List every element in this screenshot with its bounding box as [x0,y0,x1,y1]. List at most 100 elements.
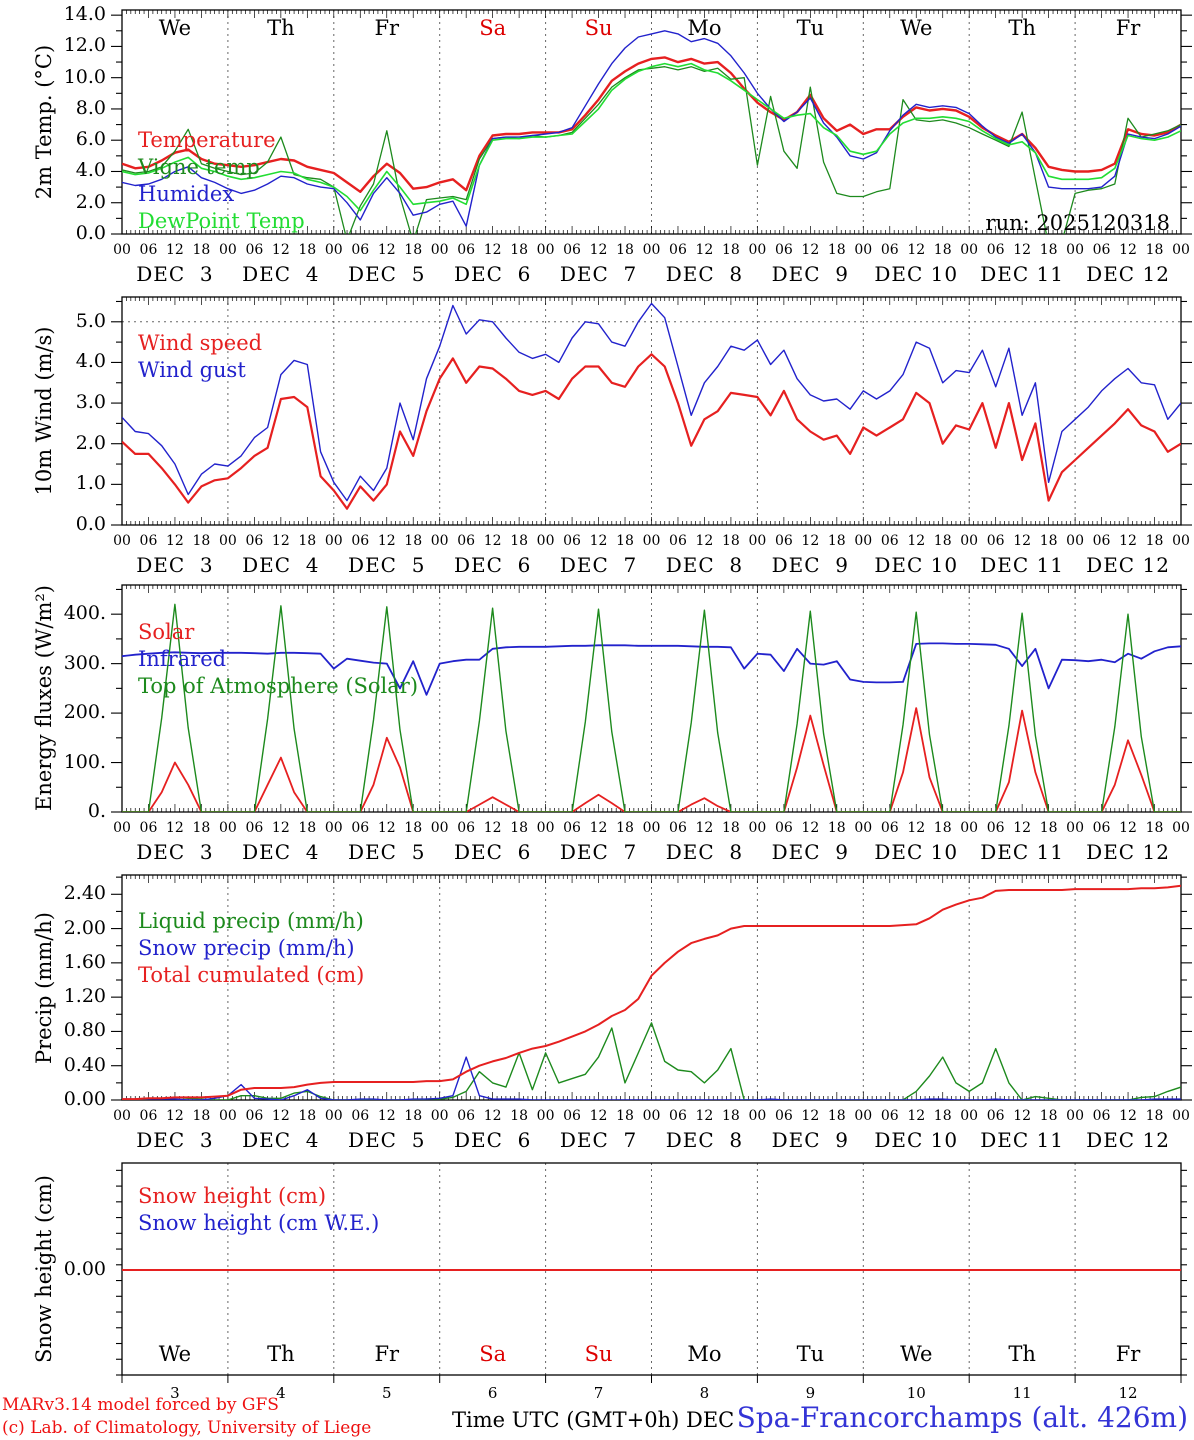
weekday-label: We [158,1342,192,1366]
hour-label: 12 [1119,242,1137,258]
hour-label: 00 [536,820,555,836]
series-liquid-precip [122,1022,1181,1100]
hour-label: 12 [907,533,926,549]
hour-label: 00 [854,820,873,836]
hour-label: 00 [1172,1108,1190,1124]
hour-label: 18 [192,242,211,258]
hour-label: 00 [642,820,661,836]
hour-label: 00 [854,242,873,258]
hour-label: 00 [113,533,131,549]
date-label: DEC 9 [771,840,850,864]
weekday-label: Mo [687,1342,722,1366]
hour-label: 00 [324,1108,343,1124]
hour-label: 00 [854,533,873,549]
hour-label: 00 [642,242,661,258]
weekday-label: We [900,1342,933,1366]
hour-label: 00 [854,1108,873,1124]
legend-item-vigne-temp: Vigne temp [138,155,260,179]
weekday-label: Mo [687,16,722,40]
hour-label: 18 [298,242,317,258]
hour-label: 12 [695,242,714,258]
hour-label: 18 [298,533,317,549]
hour-label: 06 [774,820,793,836]
hour-label: 18 [722,533,740,549]
panel-frame-1 [121,296,1182,526]
day-number-label: 7 [593,1384,604,1402]
weekday-label: Su [584,16,613,40]
hour-label: 12 [377,242,396,258]
series-infrared [122,642,1181,696]
hour-label: 12 [377,820,396,836]
hour-label: 18 [933,533,952,549]
hour-label: 18 [404,820,423,836]
hour-label: 06 [986,820,1005,836]
hour-label: 12 [1013,533,1032,549]
date-label: DEC 5 [348,553,426,577]
hour-label: 18 [510,820,529,836]
y-tick-label: 5.0 [75,309,106,332]
hour-label: 18 [827,242,846,258]
weekday-label: Sa [479,16,507,40]
hour-label: 06 [245,820,264,836]
hour-label: 18 [192,820,211,836]
y-tick-label: 1.20 [63,985,106,1008]
hour-label: 00 [1172,820,1190,836]
date-label: DEC 7 [559,553,638,577]
hour-label: 06 [986,242,1005,258]
y-tick-label: 2.00 [63,916,106,939]
date-label: DEC 10 [874,840,959,864]
hour-label: 06 [669,820,687,836]
hour-label: 06 [139,820,158,836]
day-number-label: 10 [906,1384,926,1402]
date-label: DEC 11 [980,262,1065,286]
hour-label: 12 [907,242,926,258]
hour-label: 06 [245,533,264,549]
date-label: DEC 12 [1086,262,1170,286]
day-number-label: 8 [699,1384,710,1402]
hour-label: 06 [245,1108,264,1124]
date-label: DEC 6 [453,840,532,864]
y-tick-label: 0.00 [63,1258,106,1281]
legend-item-dewpoint: DewPoint Temp [138,209,305,233]
date-label: DEC 3 [136,1128,214,1152]
date-label: DEC 9 [771,1128,850,1152]
hour-label: 06 [351,533,370,549]
hour-label: 18 [1145,242,1164,258]
panel-frame-0 [121,9,1182,235]
legend-wind: Wind speed Wind gust [138,330,262,384]
weekday-label: Su [584,1342,613,1366]
hour-label: 06 [1092,533,1111,549]
hour-label: 18 [1039,820,1058,836]
run-label: run: 2025120318 [985,211,1170,235]
legend-item-toa: Top of Atmosphere (Solar) [138,674,419,698]
footer-lab-credit: (c) Lab. of Climatology, University of L… [2,1418,372,1438]
y-tick-label: 2.0 [75,431,106,454]
y-axis-title-temperature: 2m Temp. (°C) [32,44,56,200]
hour-label: 12 [589,1108,608,1124]
series-snow-precip [122,1056,1181,1100]
hour-label: 12 [695,820,714,836]
hour-label: 00 [960,1108,979,1124]
hour-label: 06 [774,533,793,549]
y-tick-label: 4.0 [75,350,106,373]
hour-label: 06 [351,820,370,836]
hour-label: 06 [139,1108,158,1124]
hour-label: 12 [1013,820,1032,836]
date-label: DEC 11 [980,840,1065,864]
hour-label: 18 [404,242,423,258]
hour-label: 06 [986,1108,1005,1124]
day-number-label: 4 [276,1384,286,1402]
date-label: DEC 6 [453,262,532,286]
hour-label: 12 [271,242,290,258]
hour-label: 12 [483,533,502,549]
hour-label: 00 [748,242,767,258]
x-axis-title: Time UTC (GMT+0h) DEC [452,1408,735,1432]
hour-label: 00 [324,242,343,258]
hour-label: 06 [880,533,899,549]
hour-label: 00 [748,1108,767,1124]
date-label: DEC 3 [136,553,214,577]
date-label: DEC 7 [559,262,638,286]
y-tick-label: 400. [63,602,106,625]
footer-model-credit: MARv3.14 model forced by GFS [2,1395,279,1415]
hour-label: 12 [1119,533,1137,549]
